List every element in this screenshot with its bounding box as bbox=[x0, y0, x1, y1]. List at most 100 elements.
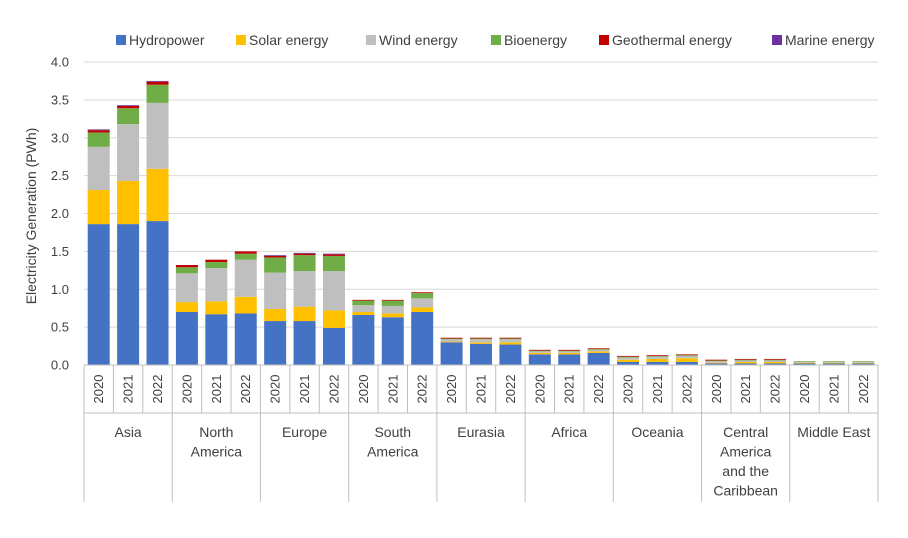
bar-segment-wind-energy bbox=[87, 146, 110, 191]
bar-segment-geothermal-energy bbox=[411, 292, 434, 294]
region-label: Oceania bbox=[631, 424, 683, 440]
year-label: 2022 bbox=[150, 375, 165, 404]
bar-segment-solar-energy bbox=[87, 190, 110, 225]
bar-segment-bioenergy bbox=[205, 261, 228, 269]
year-label: 2020 bbox=[444, 375, 459, 404]
bar-segment-bioenergy bbox=[675, 355, 698, 356]
bar-segment-hydropower bbox=[440, 342, 463, 365]
bar-segment-hydropower bbox=[381, 317, 404, 365]
year-label: 2020 bbox=[268, 375, 283, 404]
bars bbox=[87, 80, 875, 365]
bar-segment-bioenergy bbox=[852, 361, 875, 362]
bar-segment-geothermal-energy bbox=[470, 337, 492, 339]
bar-segment-solar-energy bbox=[675, 358, 698, 362]
region-label: Asia bbox=[114, 424, 141, 440]
region-label: Eurasia bbox=[457, 424, 505, 440]
region-label: North bbox=[199, 424, 233, 440]
bar-segment-bioenergy bbox=[264, 257, 287, 273]
bar-segment-solar-energy bbox=[264, 308, 287, 322]
bar-segment-wind-energy bbox=[499, 339, 522, 343]
year-label: 2022 bbox=[768, 375, 783, 404]
bar-segment-solar-energy bbox=[587, 351, 610, 353]
legend: Hydropower Solar energy Wind energy Bioener… bbox=[116, 32, 875, 48]
y-tick-label: 2.0 bbox=[51, 206, 69, 221]
bar-segment-bioenergy bbox=[146, 84, 169, 103]
bar-segment-solar-energy bbox=[117, 180, 140, 225]
bar-segment-wind-energy bbox=[175, 273, 198, 303]
bar-segment-geothermal-energy bbox=[528, 349, 551, 351]
legend-swatch-solar-energy bbox=[236, 35, 246, 45]
y-tick-label: 3.0 bbox=[51, 130, 69, 145]
legend-swatch-wind-energy bbox=[366, 35, 376, 45]
bar-segment-wind-energy bbox=[411, 298, 434, 308]
legend-label-geothermal-energy: Geothermal energy bbox=[612, 32, 732, 48]
bar-segment-geothermal-energy bbox=[587, 348, 610, 350]
bar-segment-marine-energy bbox=[322, 253, 345, 255]
year-label: 2021 bbox=[474, 375, 489, 404]
bar-segment-hydropower bbox=[793, 363, 816, 365]
bar-segment-wind-energy bbox=[793, 361, 816, 363]
bar-segment-hydropower bbox=[822, 363, 845, 365]
bar-segment-bioenergy bbox=[381, 300, 404, 306]
bar-segment-solar-energy bbox=[440, 341, 463, 343]
bar-segment-hydropower bbox=[322, 327, 345, 365]
bar-segment-marine-energy bbox=[264, 255, 287, 256]
bar-segment-bioenergy bbox=[234, 253, 257, 260]
bar-segment-wind-energy bbox=[234, 259, 257, 297]
region-label: America bbox=[191, 444, 243, 460]
bar-segment-solar-energy bbox=[175, 302, 198, 312]
bar-segment-hydropower bbox=[411, 311, 434, 365]
year-label: 2022 bbox=[326, 375, 341, 404]
legend-label-hydropower: Hydropower bbox=[129, 32, 205, 48]
bar-segment-marine-energy bbox=[293, 252, 316, 254]
bar-segment-marine-energy bbox=[146, 80, 169, 82]
bar-segment-bioenergy bbox=[440, 338, 463, 340]
bar-segment-wind-energy bbox=[646, 356, 669, 359]
bar-segment-solar-energy bbox=[822, 362, 845, 364]
bar-segment-geothermal-energy bbox=[734, 358, 757, 360]
bar-segment-wind-energy bbox=[617, 357, 640, 360]
bar-segment-wind-energy bbox=[558, 351, 581, 353]
bar-segment-wind-energy bbox=[734, 360, 757, 362]
bar-segment-hydropower bbox=[558, 354, 581, 365]
x-axis: 2020 2021 2022 Asia 2020 2021 2022 North America… bbox=[83, 364, 879, 502]
bar-segment-solar-energy bbox=[558, 352, 581, 355]
bar-segment-hydropower bbox=[675, 361, 698, 365]
bar-segment-hydropower bbox=[646, 361, 669, 365]
gridlines bbox=[84, 61, 878, 328]
bar-segment-bioenergy bbox=[470, 338, 492, 340]
region-label: America bbox=[367, 444, 419, 460]
bar-segment-wind-energy bbox=[822, 361, 845, 363]
bar-segment-wind-energy bbox=[528, 351, 551, 353]
y-tick-label: 2.5 bbox=[51, 168, 69, 183]
bar-segment-wind-energy bbox=[705, 361, 728, 363]
bar-segment-hydropower bbox=[205, 314, 228, 365]
year-label: 2022 bbox=[415, 375, 430, 404]
bar-segment-geothermal-energy bbox=[205, 259, 228, 262]
bar-segment-geothermal-energy bbox=[381, 299, 404, 301]
year-label: 2021 bbox=[562, 375, 577, 404]
bar-segment-solar-energy bbox=[705, 362, 728, 364]
legend-label-wind-energy: Wind energy bbox=[379, 32, 458, 48]
bar-segment-hydropower bbox=[528, 354, 551, 365]
bar-segment-bioenergy bbox=[734, 359, 757, 361]
bar-segment-bioenergy bbox=[793, 361, 816, 362]
legend-swatch-marine-energy bbox=[772, 35, 782, 45]
y-axis: 0.0 0.5 1.0 1.5 2.0 2.5 3.0 3.5 4.0 bbox=[51, 55, 69, 373]
legend-label-bioenergy: Bioenergy bbox=[504, 32, 567, 48]
y-tick-label: 0.5 bbox=[51, 320, 69, 335]
bar-segment-wind-energy bbox=[764, 360, 787, 362]
year-label: 2021 bbox=[121, 375, 136, 404]
bar-segment-solar-energy bbox=[793, 362, 816, 364]
bar-segment-hydropower bbox=[587, 352, 610, 365]
bar-segment-geothermal-energy bbox=[264, 255, 287, 258]
bar-segment-wind-energy bbox=[440, 339, 463, 342]
y-tick-label: 0.0 bbox=[51, 358, 69, 373]
y-axis-label: Electricity Generation (PWh) bbox=[23, 128, 39, 305]
bar-segment-geothermal-energy bbox=[617, 355, 640, 357]
bar-segment-hydropower bbox=[87, 224, 110, 365]
bar-segment-geothermal-energy bbox=[175, 265, 198, 268]
region-label: South bbox=[374, 424, 411, 440]
region-label: Middle East bbox=[797, 424, 870, 440]
